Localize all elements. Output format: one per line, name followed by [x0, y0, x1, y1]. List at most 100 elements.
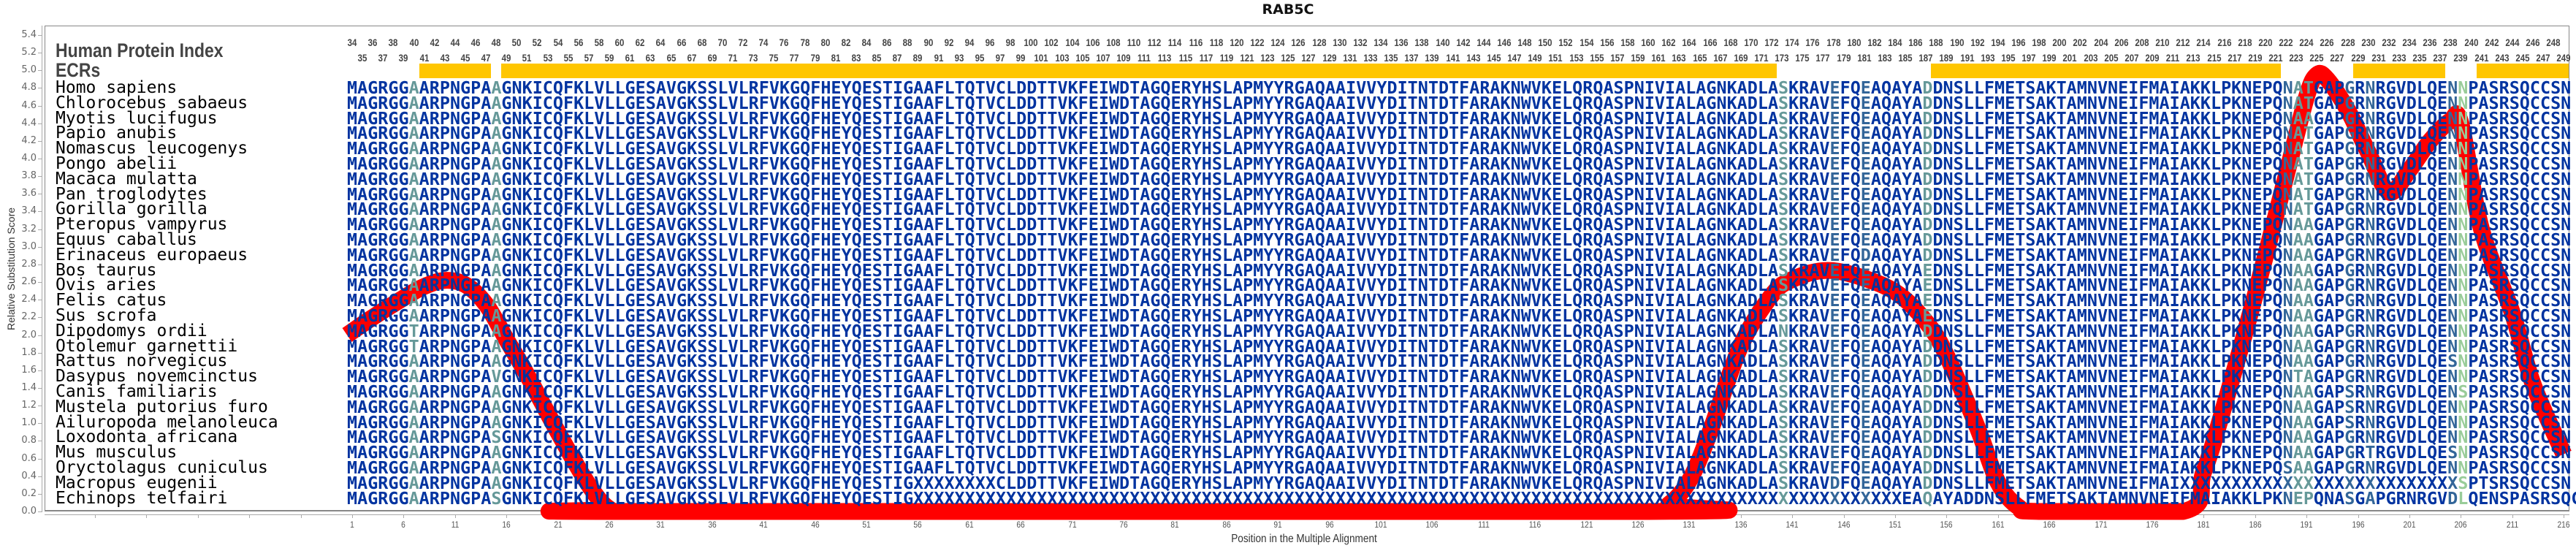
residue: R	[2499, 138, 2510, 159]
human-index-label: 131	[1343, 52, 1357, 64]
residue: P	[2334, 107, 2345, 129]
residue: A	[481, 107, 492, 129]
human-index-label: 64	[656, 37, 666, 48]
residue: S	[872, 168, 883, 189]
residue: D	[1387, 123, 1398, 144]
human-index-label: 225	[2309, 52, 2324, 64]
residue: G	[790, 138, 801, 159]
residue: Y	[841, 107, 852, 129]
residue: K	[1726, 123, 1737, 144]
residue: A	[1325, 153, 1335, 174]
residue: G	[903, 92, 914, 113]
residue: V	[2097, 107, 2108, 129]
residue: I	[1397, 107, 1408, 129]
residue: C	[2529, 138, 2540, 159]
human-index-label: 130	[1333, 37, 1347, 48]
residue: P	[2221, 123, 2232, 144]
residue: S	[2550, 92, 2561, 113]
residue: Q	[1593, 138, 1604, 159]
residue: A	[1325, 123, 1335, 144]
residue: A	[655, 107, 666, 129]
residue: G	[903, 138, 914, 159]
residue: D	[2406, 92, 2417, 113]
residue: F	[2138, 123, 2149, 144]
residue: A	[1469, 92, 1480, 113]
y-tick	[38, 282, 42, 283]
residue: S	[2488, 153, 2499, 174]
human-index-label: 183	[1878, 52, 1892, 64]
residue: T	[1047, 92, 1058, 113]
x-tick	[1946, 514, 1948, 518]
residue: P	[1243, 138, 1254, 159]
residue: N	[1417, 107, 1428, 129]
residue: H	[1201, 92, 1212, 113]
residue: E	[2252, 123, 2263, 144]
residue: K	[2200, 138, 2211, 159]
residue: S	[2025, 123, 2036, 144]
residue: A	[408, 153, 419, 174]
residue: G	[1150, 77, 1161, 98]
residue: N	[2561, 107, 2572, 129]
residue: F	[1078, 123, 1089, 144]
residue: E	[2252, 92, 2263, 113]
y-tick-label: 1.8	[21, 346, 37, 358]
residue: C	[995, 92, 1006, 113]
residue: L	[584, 77, 595, 98]
residue: H	[820, 92, 831, 113]
chart-title: RAB5C	[1262, 1, 1314, 18]
x-tick-label: 86	[1222, 520, 1231, 530]
x-tick-label: 66	[1016, 520, 1025, 530]
residue: C	[542, 138, 553, 159]
residue: K	[779, 123, 790, 144]
residue: S	[2550, 153, 2561, 174]
residue: A	[1891, 92, 1902, 113]
residue: D	[1387, 138, 1398, 159]
residue: F	[810, 138, 821, 159]
residue: P	[470, 153, 481, 174]
residue: R	[429, 107, 440, 129]
human-index-label: 137	[1404, 52, 1419, 64]
residue: T	[2015, 77, 2026, 98]
x-tick-label: 136	[1734, 520, 1748, 530]
x-tick-label: 101	[1374, 520, 1387, 530]
human-index-label: 96	[985, 37, 995, 48]
residue: R	[748, 123, 759, 144]
residue: G	[790, 168, 801, 189]
residue: A	[1870, 92, 1881, 113]
residue: A	[1675, 77, 1686, 98]
residue: V	[2396, 153, 2407, 174]
residue: V	[1057, 107, 1068, 129]
residue: A	[1912, 107, 1923, 129]
residue: D	[1026, 107, 1037, 129]
residue: W	[1520, 107, 1531, 129]
residue: H	[820, 77, 831, 98]
residue: N	[1510, 92, 1521, 113]
human-index-label: 187	[1918, 52, 1933, 64]
y-tick	[38, 123, 42, 124]
residue: T	[954, 92, 965, 113]
residue: V	[985, 153, 996, 174]
residue: R	[1284, 123, 1295, 144]
residue: E	[1860, 107, 1871, 129]
residue: V	[666, 107, 677, 129]
human-index-label: 228	[2340, 37, 2355, 48]
residue: E	[861, 153, 872, 174]
residue: R	[2375, 107, 2386, 129]
human-index-label: 65	[666, 52, 676, 64]
residue: L	[738, 138, 749, 159]
residue: F	[934, 77, 945, 98]
residue: K	[2231, 77, 2242, 98]
species-name: Papio anubis	[56, 123, 178, 143]
human-index-label: 125	[1281, 52, 1295, 64]
residue: D	[1747, 92, 1758, 113]
human-index-label: 144	[1476, 37, 1491, 48]
residue: R	[429, 138, 440, 159]
x-tick	[2358, 514, 2359, 518]
human-index-label: 60	[614, 37, 625, 48]
y-tick	[38, 246, 42, 248]
human-index-label: 70	[717, 37, 728, 48]
residue: A	[1737, 138, 1748, 159]
residue: P	[470, 138, 481, 159]
residue: T	[1129, 107, 1140, 129]
residue: A	[1232, 77, 1243, 98]
